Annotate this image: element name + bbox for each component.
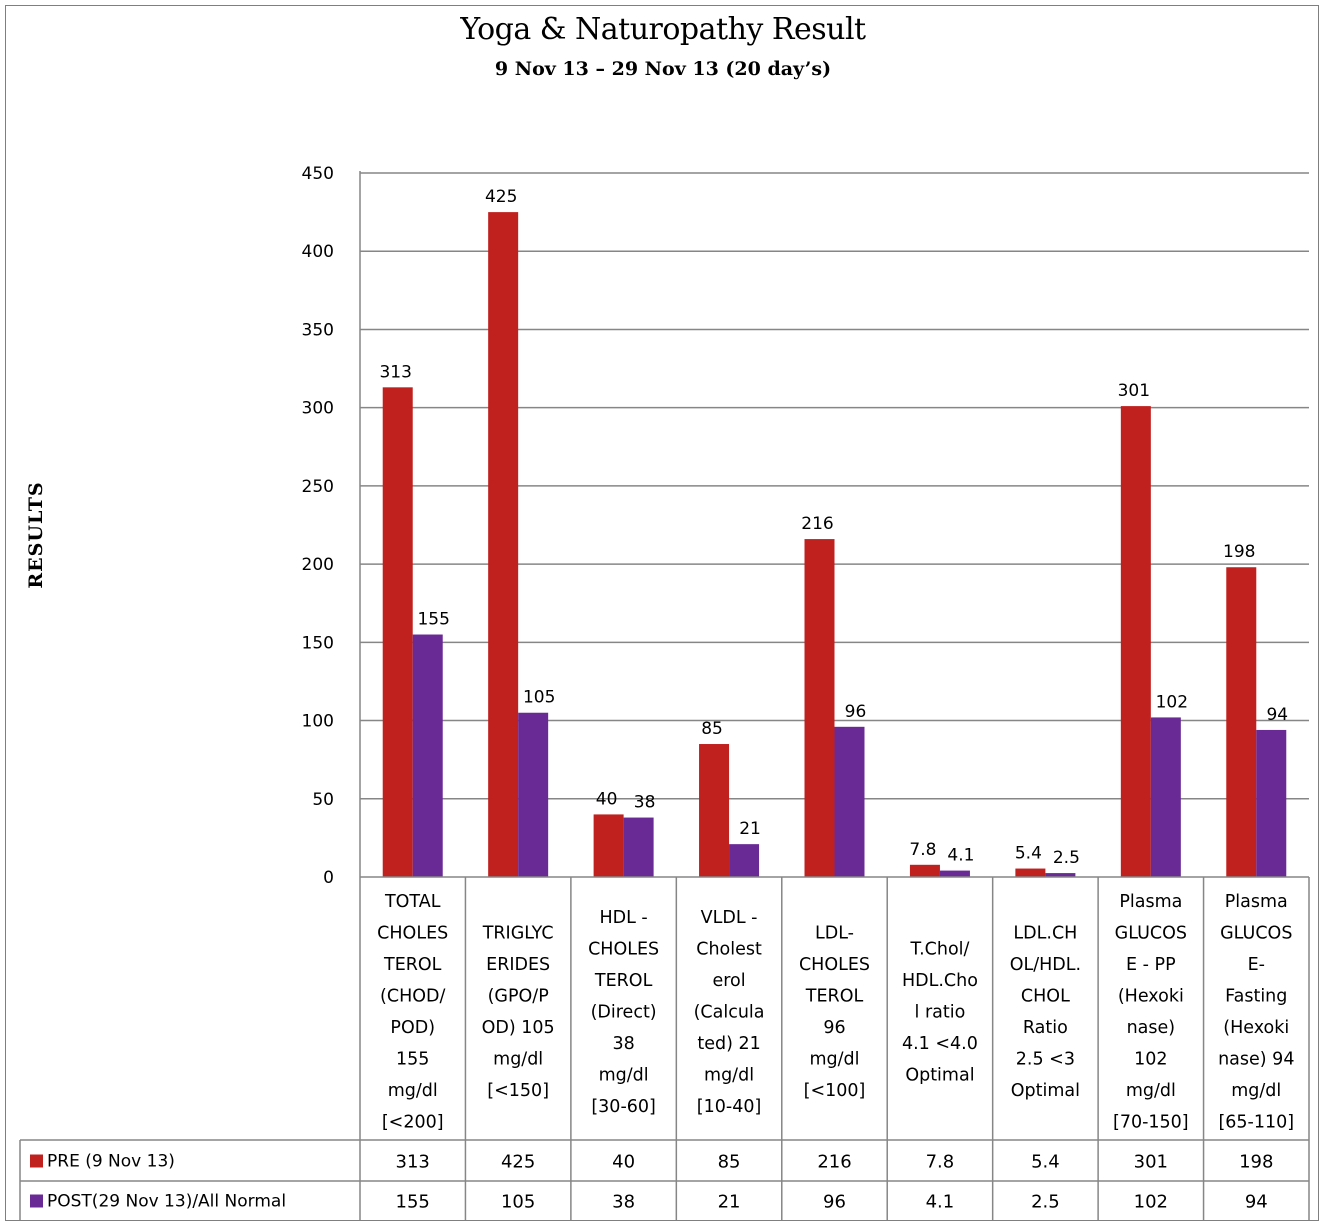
data-label: 301 (1118, 381, 1150, 401)
chart-subtitle: 9 Nov 13 – 29 Nov 13 (20 day’s) (494, 58, 832, 80)
bar (909, 864, 940, 877)
table-cell: 38 (612, 1192, 635, 1213)
bar (1015, 868, 1046, 877)
table-cell: 216 (817, 1152, 851, 1173)
y-tick-label: 0 (323, 868, 334, 888)
table-cell: 301 (1134, 1152, 1168, 1173)
y-tick-label: 350 (302, 320, 334, 340)
chart-frame (5, 5, 1319, 1221)
x-tick-label: TRIGLYC ERIDES (GPO/P OD) 105 mg/dl [<150] (482, 924, 555, 1102)
table-cell: 313 (396, 1152, 430, 1173)
chart-title: Yoga & Naturopathy Result (460, 12, 866, 47)
data-label: 313 (379, 362, 411, 382)
data-label: 425 (485, 187, 517, 207)
table-cell: 21 (718, 1192, 741, 1213)
bar (488, 212, 519, 878)
data-label: 2.5 (1053, 848, 1080, 868)
bar (593, 814, 624, 877)
table-cell: 102 (1134, 1192, 1168, 1213)
x-tick-label: HDL -CHOLES TEROL (Direct) 38 mg/dl [30-60] (588, 908, 659, 1117)
table-cell: 155 (396, 1192, 430, 1213)
legend-label: POST(29 Nov 13)/All Normal (47, 1192, 286, 1212)
data-label: 216 (801, 514, 833, 534)
table-cell: 2.5 (1031, 1192, 1060, 1213)
table-cell: 40 (612, 1152, 635, 1173)
bar (518, 712, 549, 877)
bar (699, 744, 730, 877)
table-cell: 7.8 (926, 1152, 955, 1173)
bar (729, 844, 760, 877)
bar (804, 539, 835, 877)
data-label: 94 (1266, 705, 1288, 725)
bar (412, 634, 443, 877)
x-tick-label: TOTAL CHOLES TEROL (CHOD/POD) 155 mg/dl [<200] (377, 892, 448, 1133)
table-cell: 5.4 (1031, 1152, 1060, 1173)
data-label: 38 (634, 793, 656, 813)
bar (834, 726, 865, 877)
x-tick-label: LDL-CHOLES TEROL 96 mg/dl [<100] (799, 924, 870, 1102)
bar (382, 387, 413, 877)
y-tick-label: 100 (302, 712, 334, 732)
data-label: 102 (1156, 692, 1188, 712)
table-cell: 85 (718, 1152, 741, 1173)
table-cell: 425 (501, 1152, 535, 1173)
table-cell: 96 (823, 1192, 846, 1213)
bar (1120, 406, 1151, 877)
table-cell: 198 (1239, 1152, 1273, 1173)
y-tick-label: 450 (302, 164, 334, 184)
data-label: 155 (417, 610, 449, 630)
bar (1226, 567, 1257, 877)
x-tick-label: LDL.CH OL/HDL. CHOL Ratio 2.5 <3 Optimal (1010, 924, 1081, 1102)
y-tick-label: 400 (302, 242, 334, 262)
y-tick-label: 300 (302, 399, 334, 419)
y-tick-label: 250 (302, 477, 334, 497)
data-label: 4.1 (947, 846, 974, 866)
data-label: 5.4 (1015, 844, 1042, 864)
legend-swatch (30, 1194, 43, 1208)
bar (623, 817, 654, 877)
data-label: 7.8 (909, 840, 936, 860)
x-tick-label: Plasma GLUCOS E-Fasting (Hexoki nase) 94 mg/d… (1218, 892, 1294, 1133)
y-tick-label: 150 (302, 633, 334, 653)
y-tick-label: 50 (312, 790, 334, 810)
table-cell: 105 (501, 1192, 535, 1213)
legend-label: PRE (9 Nov 13) (47, 1152, 175, 1172)
data-label: 21 (739, 819, 761, 839)
x-tick-label: VLDL -Cholest erol (Calcula ted) 21 mg/dl [10… (694, 908, 765, 1117)
bar (939, 870, 970, 877)
data-label: 198 (1223, 542, 1255, 562)
data-label: 96 (845, 702, 867, 722)
data-label: 40 (596, 789, 618, 809)
table-cell: 4.1 (926, 1192, 955, 1213)
data-label: 105 (523, 688, 555, 708)
x-tick-label: Plasma GLUCOS E - PP (Hexoki nase) 102 mg/dl [7… (1113, 892, 1189, 1133)
table-cell: 94 (1245, 1192, 1268, 1213)
bar (1150, 717, 1181, 877)
y-tick-label: 200 (302, 555, 334, 575)
data-label: 85 (701, 719, 723, 739)
bar (1256, 729, 1287, 877)
bar (1045, 873, 1076, 877)
legend-swatch (30, 1154, 43, 1168)
x-tick-label: T.Chol/HDL.Cho l ratio 4.1 <4.0 Optimal (902, 939, 978, 1085)
